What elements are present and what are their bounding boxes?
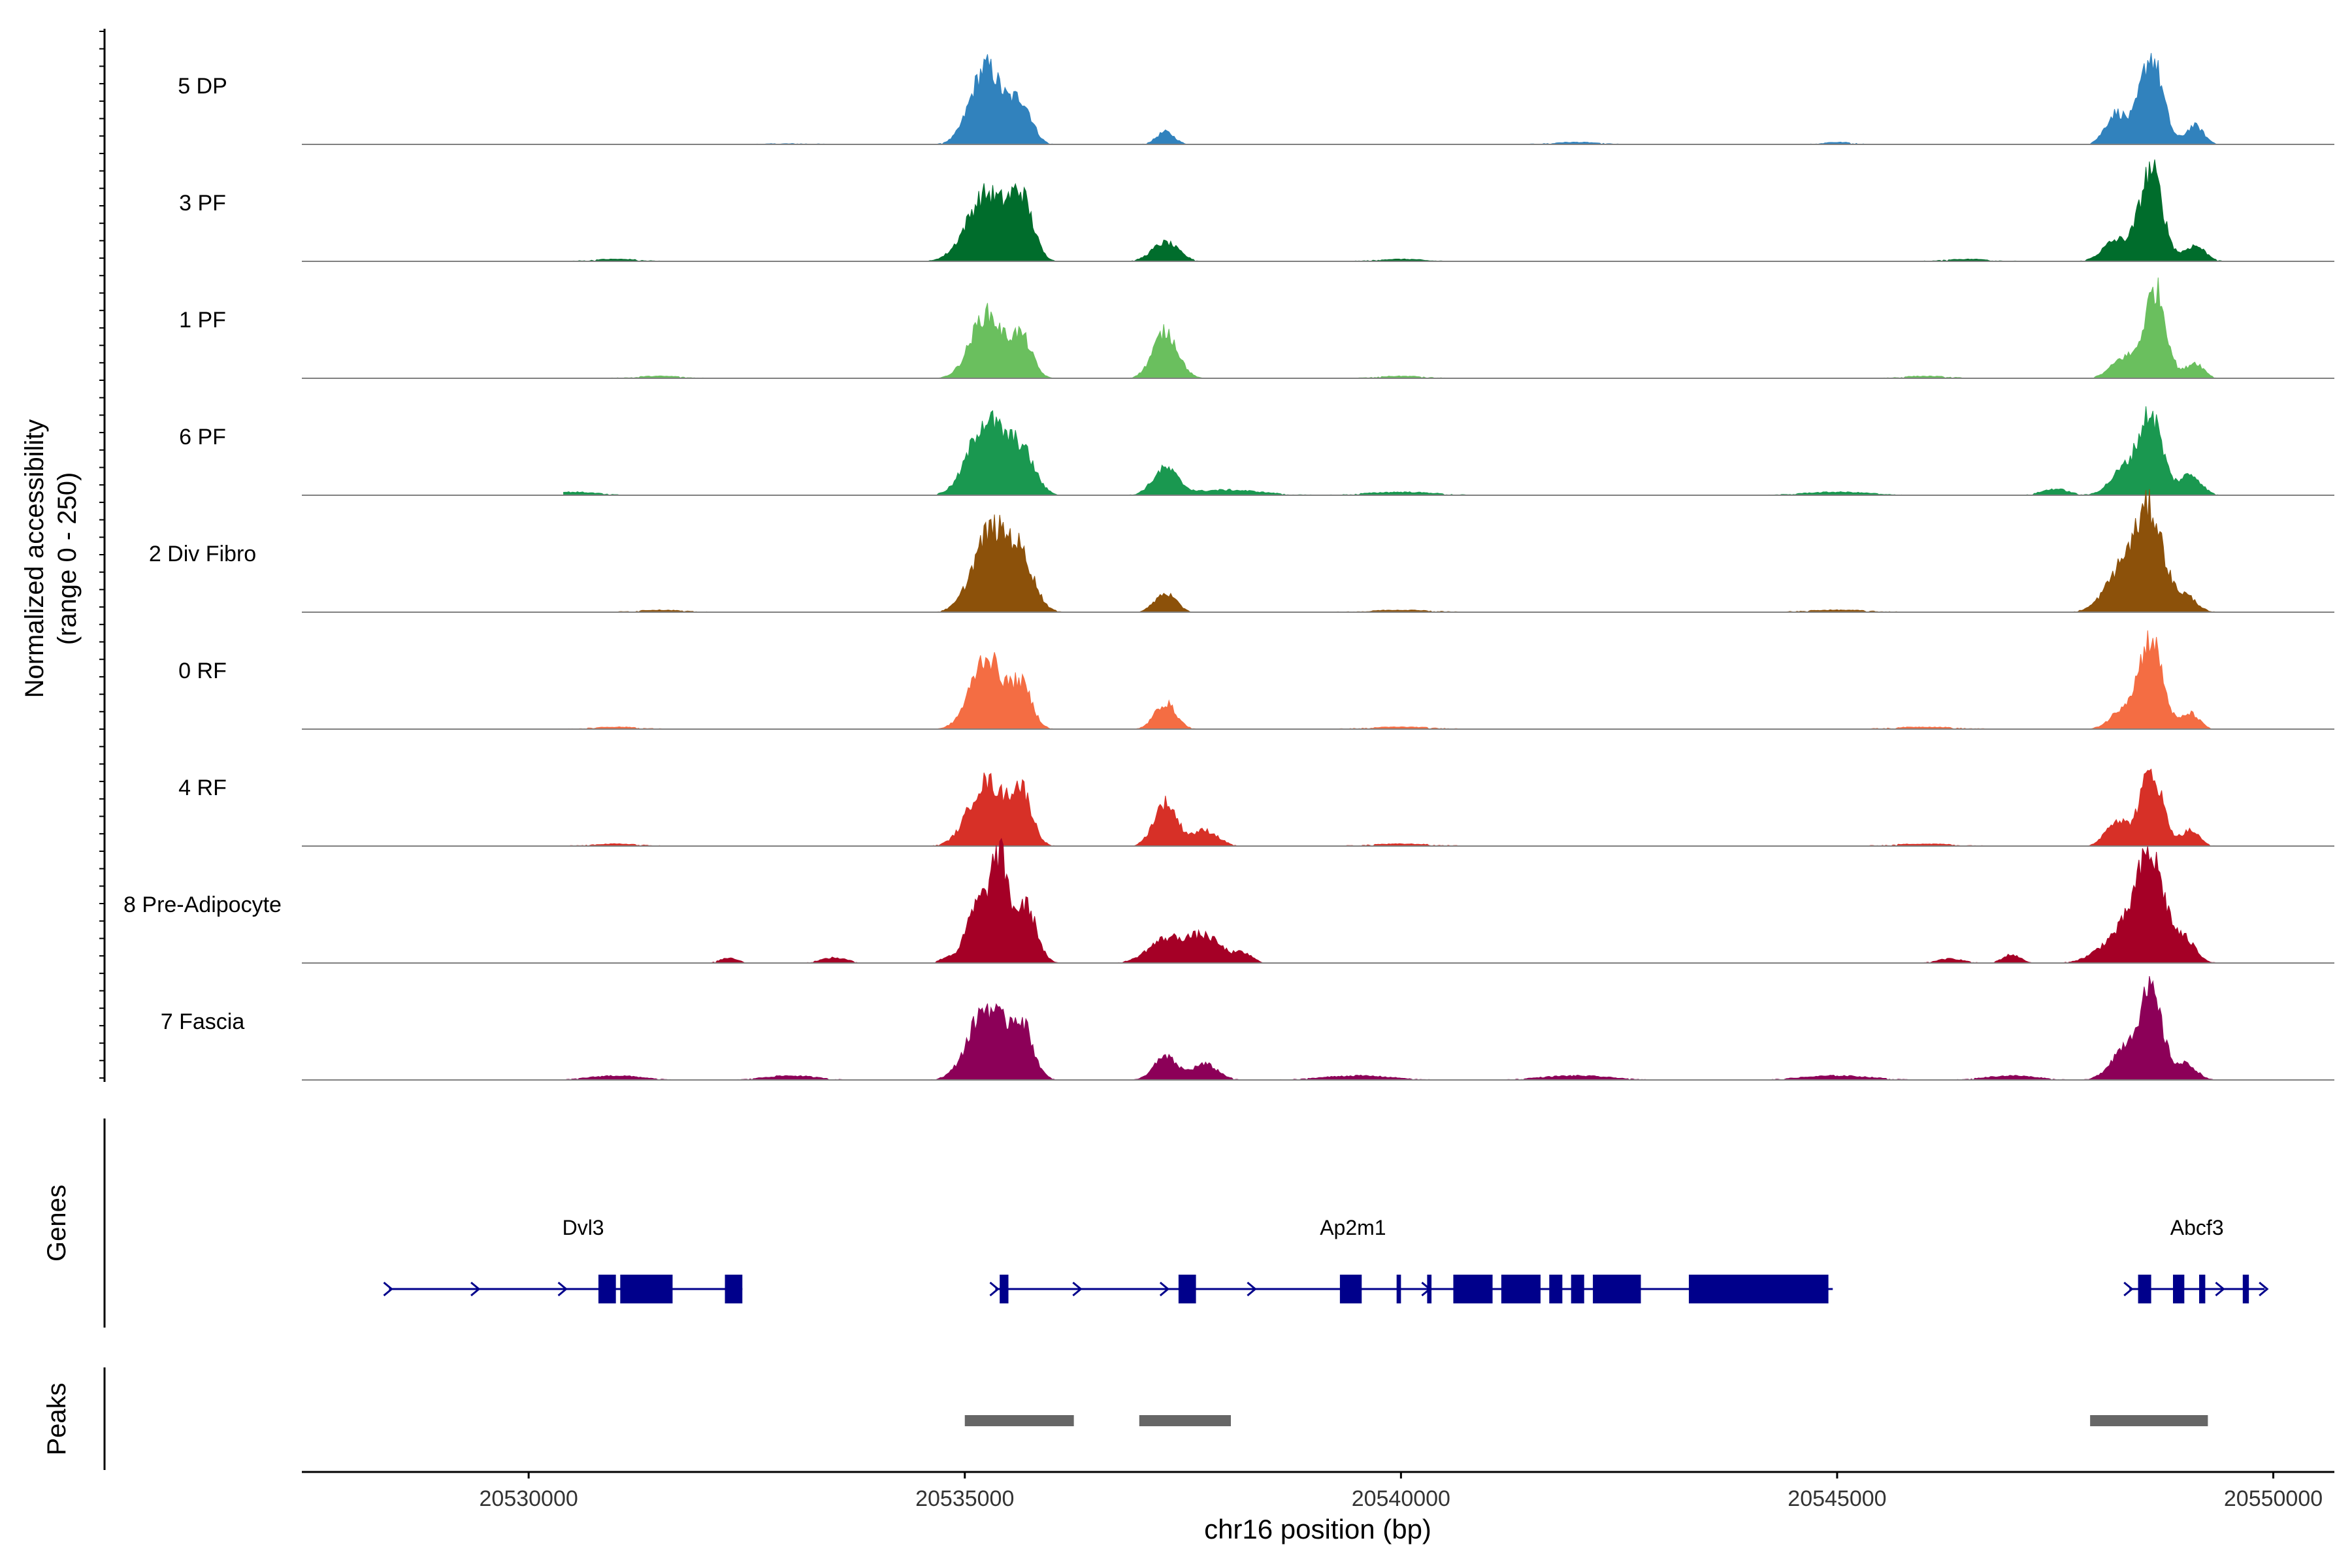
track-label: 6 PF	[179, 425, 226, 449]
exon	[2199, 1275, 2206, 1303]
y-axis-ticks	[99, 31, 105, 1079]
strand-arrow	[1247, 1281, 1257, 1297]
exon	[1571, 1275, 1584, 1303]
track-label: 2 Div Fibro	[149, 542, 256, 566]
peaks-panel-label: Peaks	[42, 1382, 71, 1455]
exon	[1453, 1275, 1493, 1303]
track-6-pf: 6 PF	[179, 406, 2334, 496]
gene-annotations: Dvl3 Ap2m1 Abcf3	[383, 1216, 2269, 1303]
exon	[1688, 1275, 1829, 1303]
exon	[620, 1275, 673, 1303]
gene-label: Abcf3	[2170, 1216, 2224, 1239]
exon	[1339, 1275, 1362, 1303]
track-2-div-fibro: 2 Div Fibro	[149, 489, 2334, 613]
strand-arrow	[1072, 1281, 1083, 1297]
gene-label: Dvl3	[563, 1216, 604, 1239]
x-tick-label: 20545000	[1788, 1486, 1886, 1511]
strand-arrow	[989, 1281, 1000, 1297]
track-label: 8 Pre-Adipocyte	[123, 892, 282, 917]
gene-abcf3: Abcf3	[2123, 1216, 2269, 1303]
gene-ap2m1: Ap2m1	[989, 1216, 1833, 1303]
track-8-pre-adipocyte: 8 Pre-Adipocyte	[123, 838, 2334, 964]
x-tick-label: 20550000	[2224, 1486, 2323, 1511]
strand-arrow	[1159, 1281, 1170, 1297]
x-axis-ticks: 20530000 20535000 20540000 20545000 20550000	[480, 1472, 2323, 1511]
strand-arrow	[2123, 1281, 2134, 1297]
x-tick-label: 20530000	[480, 1486, 578, 1511]
exon	[1178, 1275, 1196, 1303]
track-0-rf: 0 RF	[178, 630, 2334, 730]
peak-region	[964, 1415, 1074, 1426]
exon	[2242, 1275, 2249, 1303]
strand-arrow	[2215, 1281, 2225, 1297]
exon	[598, 1275, 616, 1303]
exon	[2138, 1275, 2151, 1303]
x-axis-title: chr16 position (bp)	[1204, 1514, 1431, 1544]
track-label: 1 PF	[179, 308, 226, 333]
strand-arrow	[2259, 1281, 2269, 1297]
track-4-rf: 4 RF	[178, 768, 2334, 847]
exon	[1593, 1275, 1641, 1303]
gene-dvl3: Dvl3	[383, 1216, 743, 1303]
track-label: 5 DP	[178, 74, 227, 99]
x-tick-label: 20535000	[915, 1486, 1014, 1511]
strand-arrow	[557, 1281, 568, 1297]
exon	[2172, 1275, 2185, 1303]
exon	[725, 1275, 743, 1303]
exon	[1427, 1275, 1432, 1303]
peak-region	[2090, 1415, 2208, 1426]
x-tick-label: 20540000	[1352, 1486, 1450, 1511]
strand-arrow	[383, 1281, 393, 1297]
track-label: 7 Fascia	[161, 1009, 245, 1034]
y-axis-label-line1: Normalized accessibility	[20, 419, 49, 698]
exon	[1549, 1275, 1563, 1303]
peak-regions	[964, 1415, 2208, 1426]
track-5-dp: 5 DP	[178, 53, 2334, 145]
gene-label: Ap2m1	[1320, 1216, 1386, 1239]
y-axis-label-line2: (range 0 - 250)	[53, 472, 82, 645]
exon	[1396, 1275, 1401, 1303]
exon	[1000, 1275, 1009, 1303]
track-label: 4 RF	[178, 776, 227, 800]
track-1-pf: 1 PF	[179, 277, 2334, 379]
track-label: 3 PF	[179, 191, 226, 216]
track-label: 0 RF	[178, 659, 227, 683]
track-7-fascia: 7 Fascia	[161, 976, 2334, 1081]
strand-arrow	[470, 1281, 481, 1297]
genes-panel-label: Genes	[42, 1184, 71, 1262]
track-3-pf: 3 PF	[179, 159, 2334, 262]
peak-region	[1139, 1415, 1231, 1426]
coverage-tracks: 5 DP 3 PF 1 PF 6 PF 2 Div Fibro 0 RF 4 RF 8 Pre…	[123, 53, 2334, 1081]
exon	[1501, 1275, 1541, 1303]
